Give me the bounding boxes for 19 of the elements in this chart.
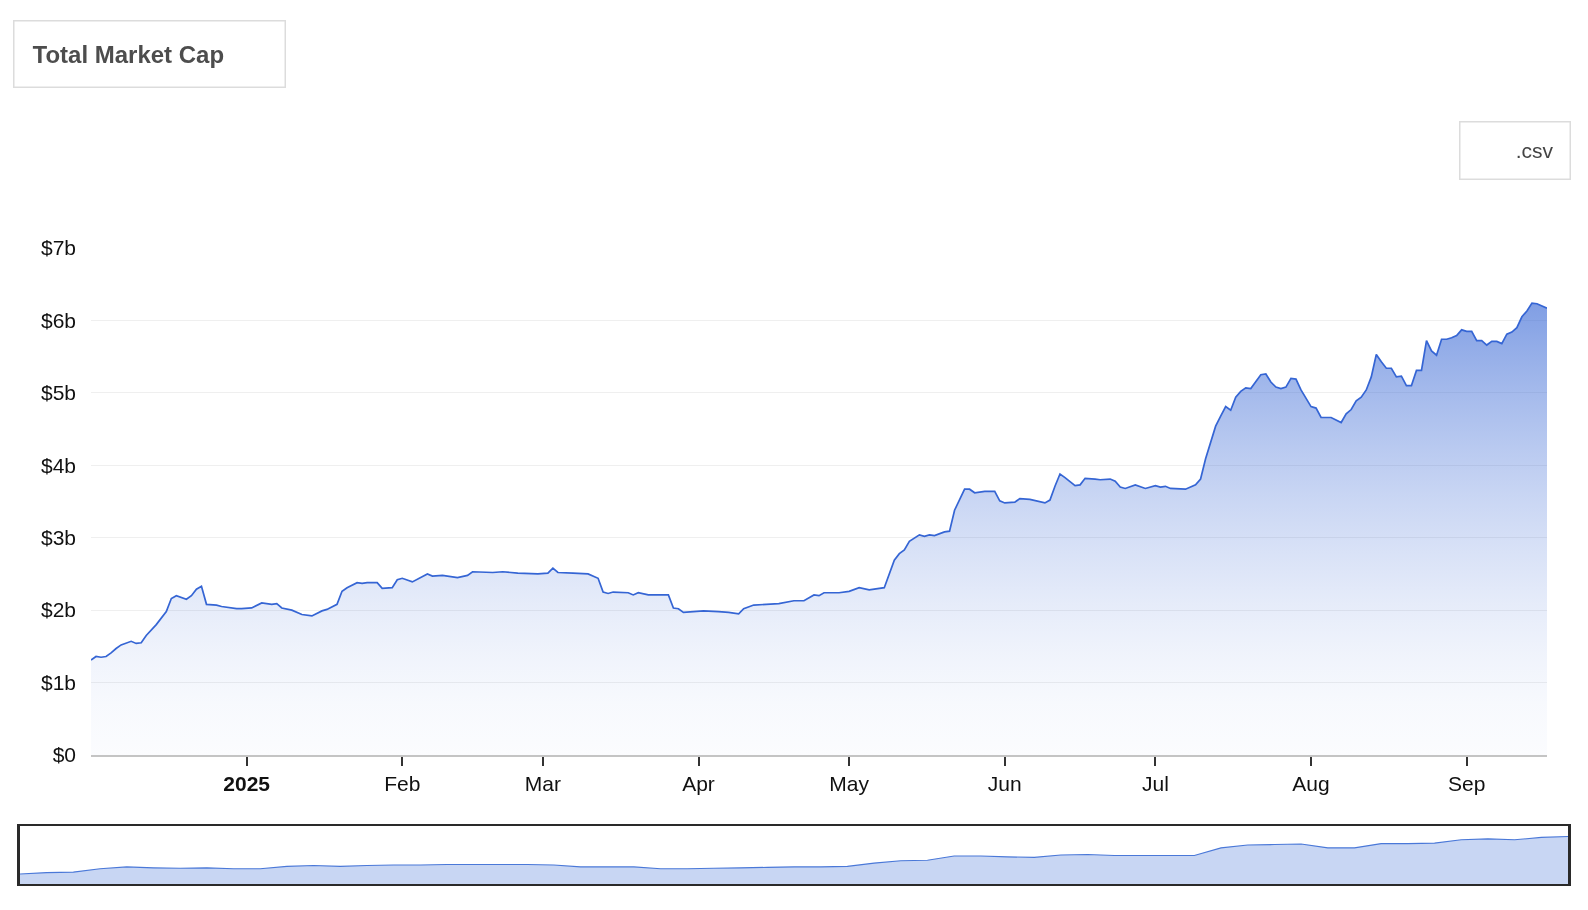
x-tick-label: Jul xyxy=(1141,772,1169,796)
text: .csv xyxy=(1515,139,1554,162)
x-tick-label: 2025 xyxy=(223,772,271,796)
chart-title: Total Market Cap xyxy=(32,40,225,68)
x-tick-label: Mar xyxy=(524,772,561,796)
x-tick-label: Apr xyxy=(682,772,715,796)
x-tick-label: Feb xyxy=(384,772,421,796)
y-tick-label: $6b xyxy=(40,308,76,332)
y-tick-label: $7b xyxy=(40,236,76,260)
y-tick-label: $4b xyxy=(40,453,76,477)
x-tick-label: Aug xyxy=(1292,772,1330,796)
y-tick-label: $1b xyxy=(40,670,76,694)
y-tick-label: $2b xyxy=(40,598,76,622)
y-tick-label: $5b xyxy=(40,381,76,405)
x-tick-label: May xyxy=(829,772,870,796)
x-tick-label: Jun xyxy=(987,772,1022,796)
y-tick-label: $3b xyxy=(40,526,76,550)
y-tick-label: $0 xyxy=(52,743,76,767)
x-tick-label: Sep xyxy=(1447,772,1486,796)
